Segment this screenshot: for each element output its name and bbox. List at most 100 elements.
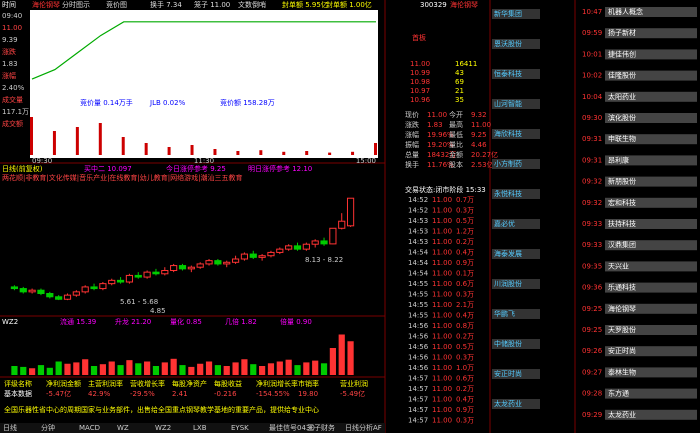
table-header: 评级名称 — [4, 379, 32, 388]
feed-stock[interactable]: 新朋股份 — [608, 177, 636, 186]
tag-bg — [492, 219, 540, 229]
tick-cell: 14:55 — [408, 301, 428, 309]
feed-stock[interactable]: 机器人概念 — [608, 7, 643, 16]
feed-stock[interactable]: 东方通 — [608, 389, 629, 398]
candle-body — [276, 248, 284, 253]
left-label: 1.83 — [2, 60, 18, 68]
candle-body — [187, 266, 195, 270]
stock-tag[interactable]: 嘉必优 — [494, 219, 515, 228]
stock-tag[interactable]: 华鹏飞 — [494, 309, 515, 318]
volume-bar — [374, 143, 377, 155]
volume-bar — [259, 150, 263, 155]
quote-cell: 1.83 — [427, 121, 443, 129]
trade-status: 交易状态:闭市阶段 15:33 — [405, 185, 486, 194]
tick-cell: 0.2万 — [456, 333, 474, 341]
tab[interactable]: 日线 — [3, 423, 17, 432]
stock-tag[interactable]: 海欣科技 — [494, 129, 522, 138]
feed-stock[interactable]: 滨化股份 — [608, 113, 636, 122]
tick-cell: 0.5万 — [456, 217, 474, 225]
feed-stock[interactable]: 泰林生物 — [608, 367, 636, 376]
volume-bar — [236, 151, 240, 155]
feed-stock[interactable]: 海伦钢琴 — [608, 304, 636, 313]
tag-bg — [605, 240, 697, 251]
left-label: 9.39 — [2, 36, 18, 44]
table-cell: -5.47亿 — [46, 389, 71, 398]
tab[interactable]: WZ — [117, 424, 129, 432]
tick-cell: 11.00 — [432, 301, 452, 309]
feed-time: 10:02 — [582, 72, 602, 80]
tick-cell: 11.00 — [432, 196, 452, 204]
kline-header: 买中二 10.097 — [84, 164, 132, 173]
candle-body — [108, 279, 116, 285]
book-volume: 21 — [455, 87, 464, 95]
feed-stock[interactable]: 昂利康 — [608, 155, 629, 164]
tick-cell: 11.00 — [432, 354, 452, 362]
book-price: 10.99 — [410, 69, 430, 77]
tick-cell: 14:56 — [408, 343, 429, 351]
tag-bg — [605, 155, 697, 166]
volume-bar — [75, 127, 79, 155]
stock-name: 海伦钢琴 — [450, 0, 478, 9]
tick-cell: 0.9万 — [456, 259, 474, 267]
tab[interactable]: 分钟 — [41, 423, 55, 432]
tab[interactable]: WZ2 — [155, 424, 171, 432]
stock-tag[interactable]: 安正时尚 — [494, 369, 522, 378]
tag-bg — [605, 113, 697, 123]
candle-body — [196, 263, 204, 268]
stock-tag[interactable]: 海泰发展 — [494, 249, 522, 258]
feed-stock[interactable]: 天兴业 — [608, 261, 629, 270]
stock-tag[interactable]: 太龙药业 — [494, 399, 522, 408]
x-tick-label: 09:30 — [32, 157, 52, 165]
stock-name: 海伦钢琴 — [32, 0, 60, 9]
stock-tag[interactable]: 恒泰科技 — [494, 69, 522, 78]
quote-cell: 2.53亿 — [471, 160, 494, 169]
feed-stock[interactable]: 安正时尚 — [608, 346, 636, 355]
volume-bar — [55, 361, 62, 375]
tick-cell: 14:52 — [408, 207, 428, 215]
feed-stock[interactable]: 乐通科技 — [608, 283, 636, 292]
tab[interactable]: MACD — [79, 424, 100, 432]
feed-stock[interactable]: 汉鼎集团 — [608, 240, 636, 249]
stock-tag[interactable]: 新华集团 — [494, 9, 522, 18]
tab[interactable]: 王子财务 — [307, 423, 335, 432]
feed-stock[interactable]: 太龙药业 — [608, 410, 636, 419]
feed-stock[interactable]: 捷佳伟创 — [608, 49, 636, 58]
tab[interactable]: 日线分析AF — [345, 423, 382, 432]
feed-stock[interactable]: 天罗股份 — [608, 325, 636, 334]
tick-cell: 0.3万 — [456, 417, 474, 425]
stock-tag[interactable]: 川润股份 — [494, 279, 522, 288]
candle-body — [258, 255, 266, 258]
volume-bar — [250, 364, 257, 375]
feed-stock[interactable]: 佳隆股份 — [608, 71, 636, 80]
book-volume: 43 — [455, 69, 464, 77]
volume-bar — [144, 143, 148, 155]
candle-body — [152, 271, 160, 275]
stock-tag[interactable]: 恩沃股份 — [494, 39, 522, 48]
tab[interactable]: 最佳信号0430 — [269, 423, 315, 432]
price-line — [31, 21, 376, 80]
feed-stock[interactable]: 扶持科技 — [608, 219, 636, 228]
tag-bg — [605, 134, 697, 145]
tab[interactable]: EYSK — [231, 424, 249, 432]
feed-stock[interactable]: 扬子新材 — [608, 28, 636, 37]
feed-stock[interactable]: 宏和科技 — [608, 198, 636, 207]
tick-cell: 0.6万 — [456, 375, 474, 383]
tag-bg — [492, 39, 540, 49]
feed-stock[interactable]: 太阳药业 — [608, 92, 636, 101]
book-price: 10.97 — [410, 87, 430, 95]
quote-cell: 4.46 — [471, 141, 487, 149]
kline-header: 明日涨停参考 12.10 — [248, 164, 312, 173]
stock-tag[interactable]: 山河智能 — [494, 99, 522, 108]
tab[interactable]: LXB — [193, 424, 207, 432]
stock-tag[interactable]: 永悦科技 — [494, 189, 522, 198]
stock-tag[interactable]: 小方制药 — [494, 159, 522, 168]
volume-bar — [161, 362, 168, 375]
feed-stock[interactable]: 申联生物 — [608, 134, 636, 143]
table-cell: -154.55% — [256, 390, 290, 398]
tick-cell: 0.1万 — [456, 270, 474, 278]
stock-tag[interactable]: 中储股份 — [494, 339, 522, 348]
tick-cell: 2.1万 — [456, 301, 474, 309]
feed-time: 09:25 — [582, 326, 602, 334]
quote-cell: 20.27亿 — [471, 150, 498, 159]
tick-cell: 14:56 — [408, 364, 429, 372]
